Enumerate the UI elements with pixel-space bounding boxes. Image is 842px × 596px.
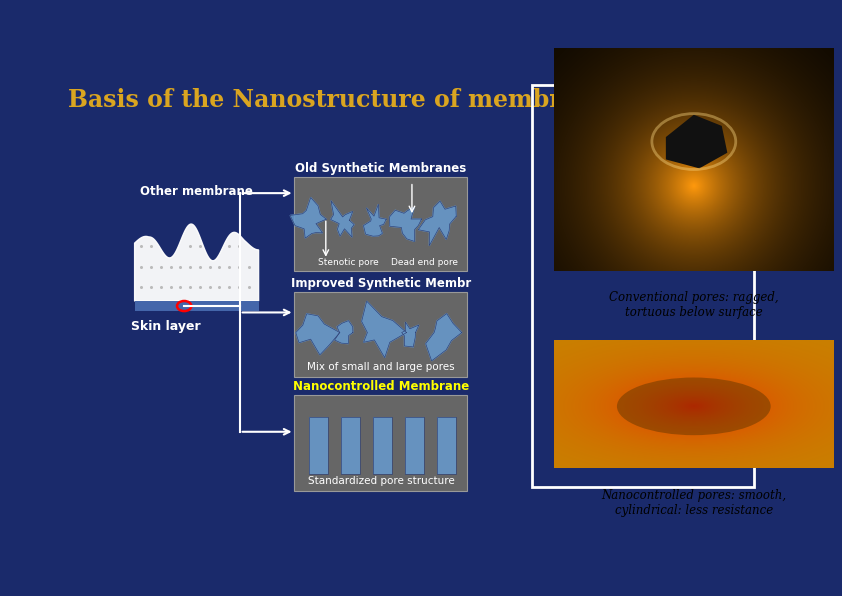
Bar xyxy=(341,417,360,474)
Bar xyxy=(405,417,424,474)
Bar xyxy=(437,417,456,474)
Text: Other membrane: Other membrane xyxy=(140,185,253,198)
Text: Basis of the Nanostructure of membrane pores: Basis of the Nanostructure of membrane p… xyxy=(68,88,690,111)
Bar xyxy=(309,417,328,474)
Bar xyxy=(135,301,258,311)
Polygon shape xyxy=(426,313,461,361)
Text: Nanocontrolled Membrane: Nanocontrolled Membrane xyxy=(293,380,469,393)
Polygon shape xyxy=(418,201,456,246)
Text: Mix of small and large pores: Mix of small and large pores xyxy=(307,362,455,372)
Polygon shape xyxy=(135,224,258,301)
Polygon shape xyxy=(331,201,354,237)
Text: Nanocontrolled pores: smooth,
cylindrical: less resistance: Nanocontrolled pores: smooth, cylindrica… xyxy=(601,489,786,517)
Polygon shape xyxy=(362,301,407,358)
Bar xyxy=(295,395,467,492)
Polygon shape xyxy=(290,197,326,238)
Bar xyxy=(373,417,392,474)
Bar xyxy=(309,417,328,474)
Polygon shape xyxy=(402,322,418,347)
Polygon shape xyxy=(334,321,353,344)
Text: Standardized pore structure: Standardized pore structure xyxy=(307,476,455,486)
Bar xyxy=(437,417,456,474)
Polygon shape xyxy=(296,313,340,355)
Text: Dead end pore: Dead end pore xyxy=(391,259,458,268)
Bar xyxy=(295,292,467,377)
Polygon shape xyxy=(666,114,727,168)
Text: Stenotic pore: Stenotic pore xyxy=(318,259,379,268)
Ellipse shape xyxy=(617,377,770,435)
Polygon shape xyxy=(390,207,422,241)
Bar xyxy=(295,177,467,271)
Text: Skin layer: Skin layer xyxy=(131,320,201,333)
Bar xyxy=(405,417,424,474)
Text: Conventional pores: ragged,
tortuous below surface: Conventional pores: ragged, tortuous bel… xyxy=(609,291,779,319)
Text: Improved Synthetic Membr: Improved Synthetic Membr xyxy=(290,277,471,290)
Bar xyxy=(532,85,754,487)
Polygon shape xyxy=(364,204,386,236)
Bar xyxy=(341,417,360,474)
Bar xyxy=(373,417,392,474)
Text: Old Synthetic Membranes: Old Synthetic Membranes xyxy=(296,162,466,175)
